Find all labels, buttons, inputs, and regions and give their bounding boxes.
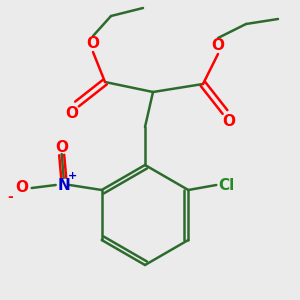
Text: O: O [55,140,68,154]
Text: O: O [212,38,224,53]
Text: Cl: Cl [218,178,234,193]
Text: -: - [7,190,13,204]
Text: +: + [68,171,77,181]
Text: N: N [57,178,70,193]
Text: O: O [223,115,236,130]
Text: O: O [86,37,100,52]
Text: O: O [15,181,28,196]
Text: O: O [65,106,79,122]
